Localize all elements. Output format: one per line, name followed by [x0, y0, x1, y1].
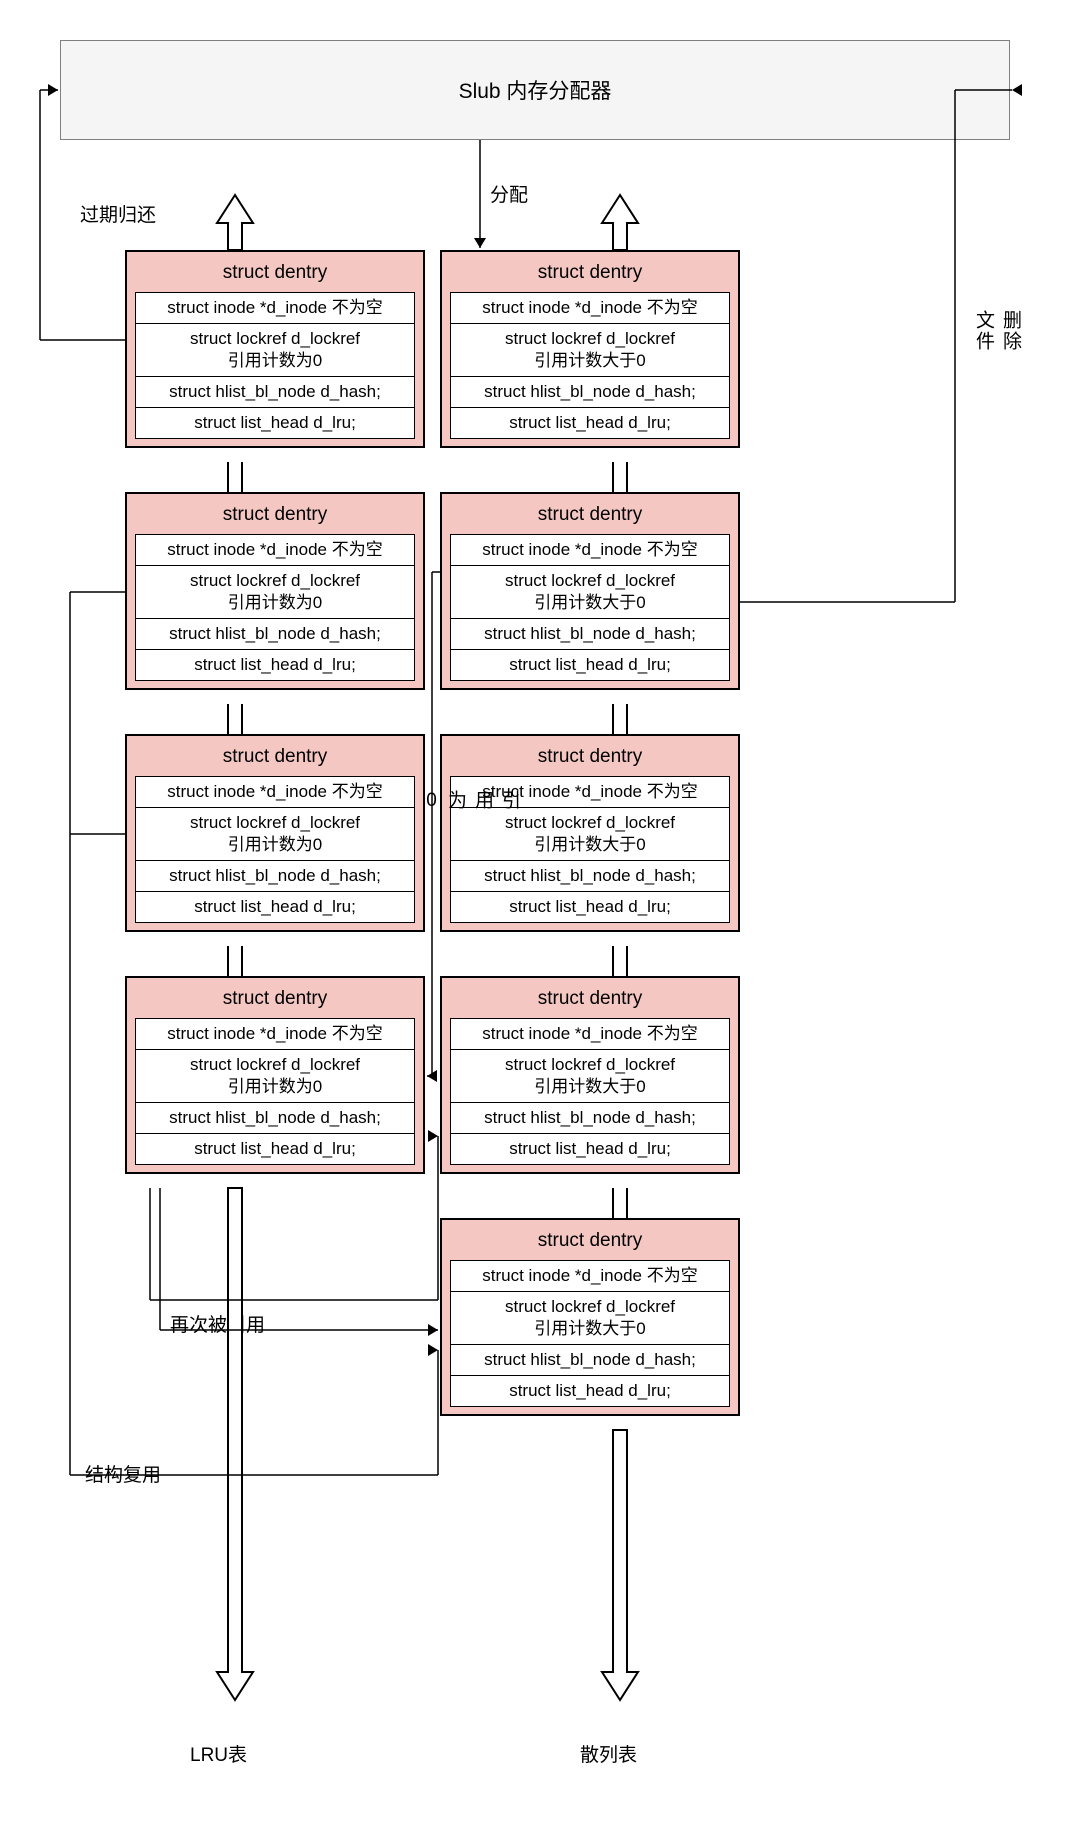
dentry-row: struct hlist_bl_node d_hash; — [450, 1344, 730, 1376]
dentry-row: struct inode *d_inode 不为空 — [450, 1018, 730, 1050]
dentry-row: struct inode *d_inode 不为空 — [135, 534, 415, 566]
dentry-row: struct lockref d_lockref 引用计数为0 — [135, 323, 415, 377]
label-lru: LRU表 — [190, 1740, 247, 1767]
dentry-row: struct lockref d_lockref 引用计数大于0 — [450, 323, 730, 377]
dentry-title: struct dentry — [135, 504, 415, 526]
dentry-row: struct lockref d_lockref 引用计数大于0 — [450, 565, 730, 619]
dentry-row: struct hlist_bl_node d_hash; — [450, 618, 730, 650]
dentry-row: struct lockref d_lockref 引用计数大于0 — [450, 1291, 730, 1345]
label-alloc: 分配 — [490, 180, 528, 207]
dentry-title: struct dentry — [450, 262, 730, 284]
label-delete: 删除 文件 — [970, 310, 1024, 352]
label-refzero: 引 用 为 0 — [420, 790, 523, 813]
dentry-box-right-3: struct dentrystruct inode *d_inode 不为空st… — [440, 976, 740, 1174]
dentry-title: struct dentry — [450, 504, 730, 526]
dentry-row: struct hlist_bl_node d_hash; — [135, 376, 415, 408]
label-reuse: 结构复用 — [85, 1460, 161, 1487]
dentry-row: struct lockref d_lockref 引用计数大于0 — [450, 1049, 730, 1103]
dentry-row: struct inode *d_inode 不为空 — [135, 292, 415, 324]
slub-title: Slub 内存分配器 — [459, 75, 612, 105]
dentry-row: struct hlist_bl_node d_hash; — [135, 860, 415, 892]
dentry-box-left-3: struct dentrystruct inode *d_inode 不为空st… — [125, 976, 425, 1174]
dentry-row: struct list_head d_lru; — [450, 1133, 730, 1165]
dentry-title: struct dentry — [450, 1230, 730, 1252]
dentry-row: struct inode *d_inode 不为空 — [135, 1018, 415, 1050]
dentry-title: struct dentry — [135, 746, 415, 768]
dentry-title: struct dentry — [450, 988, 730, 1010]
dentry-row: struct list_head d_lru; — [450, 407, 730, 439]
dentry-box-right-0: struct dentrystruct inode *d_inode 不为空st… — [440, 250, 740, 448]
diagram-canvas: Slub 内存分配器struct dentrystruct inode *d_i… — [0, 0, 1080, 1822]
slub-allocator-box: Slub 内存分配器 — [60, 40, 1010, 140]
dentry-row: struct lockref d_lockref 引用计数为0 — [135, 565, 415, 619]
dentry-row: struct list_head d_lru; — [450, 1375, 730, 1407]
dentry-row: struct inode *d_inode 不为空 — [450, 1260, 730, 1292]
dentry-row: struct hlist_bl_node d_hash; — [450, 376, 730, 408]
dentry-row: struct lockref d_lockref 引用计数为0 — [135, 1049, 415, 1103]
dentry-box-right-2: struct dentrystruct inode *d_inode 不为空st… — [440, 734, 740, 932]
dentry-row: struct hlist_bl_node d_hash; — [450, 1102, 730, 1134]
dentry-box-left-2: struct dentrystruct inode *d_inode 不为空st… — [125, 734, 425, 932]
dentry-row: struct lockref d_lockref 引用计数为0 — [135, 807, 415, 861]
dentry-row: struct list_head d_lru; — [135, 649, 415, 681]
dentry-row: struct list_head d_lru; — [450, 891, 730, 923]
dentry-box-right-1: struct dentrystruct inode *d_inode 不为空st… — [440, 492, 740, 690]
dentry-box-left-0: struct dentrystruct inode *d_inode 不为空st… — [125, 250, 425, 448]
label-reref: 再次被引用 — [170, 1310, 265, 1337]
dentry-row: struct inode *d_inode 不为空 — [135, 776, 415, 808]
dentry-row: struct hlist_bl_node d_hash; — [135, 1102, 415, 1134]
dentry-row: struct hlist_bl_node d_hash; — [135, 618, 415, 650]
dentry-row: struct inode *d_inode 不为空 — [450, 292, 730, 324]
dentry-row: struct hlist_bl_node d_hash; — [450, 860, 730, 892]
dentry-title: struct dentry — [135, 988, 415, 1010]
label-hash: 散列表 — [580, 1740, 637, 1767]
dentry-box-right-4: struct dentrystruct inode *d_inode 不为空st… — [440, 1218, 740, 1416]
label-expire: 过期归还 — [80, 200, 156, 227]
dentry-title: struct dentry — [450, 746, 730, 768]
dentry-row: struct list_head d_lru; — [135, 407, 415, 439]
dentry-row: struct list_head d_lru; — [450, 649, 730, 681]
dentry-title: struct dentry — [135, 262, 415, 284]
dentry-row: struct inode *d_inode 不为空 — [450, 534, 730, 566]
dentry-row: struct list_head d_lru; — [135, 891, 415, 923]
dentry-row: struct lockref d_lockref 引用计数大于0 — [450, 807, 730, 861]
dentry-box-left-1: struct dentrystruct inode *d_inode 不为空st… — [125, 492, 425, 690]
dentry-row: struct list_head d_lru; — [135, 1133, 415, 1165]
